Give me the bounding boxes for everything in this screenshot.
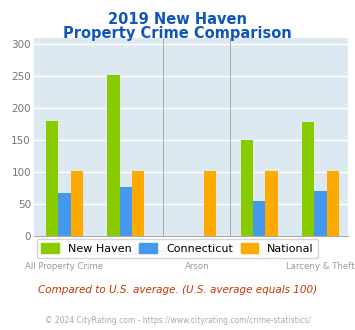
Bar — [327, 171, 339, 236]
Text: © 2024 CityRating.com - https://www.cityrating.com/crime-statistics/: © 2024 CityRating.com - https://www.city… — [45, 316, 310, 325]
Text: Compared to U.S. average. (U.S. average equals 100): Compared to U.S. average. (U.S. average … — [38, 285, 317, 295]
Text: Larceny & Theft: Larceny & Theft — [286, 262, 355, 271]
Text: Property Crime Comparison: Property Crime Comparison — [63, 26, 292, 41]
Bar — [302, 122, 315, 236]
Bar — [108, 75, 120, 236]
Text: Motor Vehicle Theft: Motor Vehicle Theft — [84, 248, 168, 257]
Legend: New Haven, Connecticut, National: New Haven, Connecticut, National — [37, 239, 318, 258]
Text: Burglary: Burglary — [241, 248, 277, 257]
Bar — [120, 187, 132, 236]
Bar — [315, 191, 327, 236]
Text: Arson: Arson — [185, 262, 210, 271]
Bar — [241, 140, 253, 236]
Text: 2019 New Haven: 2019 New Haven — [108, 12, 247, 26]
Bar — [71, 171, 83, 236]
Text: All Property Crime: All Property Crime — [26, 262, 104, 271]
Bar — [204, 171, 216, 236]
Bar — [58, 192, 71, 236]
Bar — [265, 171, 278, 236]
Bar — [132, 171, 144, 236]
Bar — [46, 121, 58, 236]
Bar — [253, 201, 265, 236]
